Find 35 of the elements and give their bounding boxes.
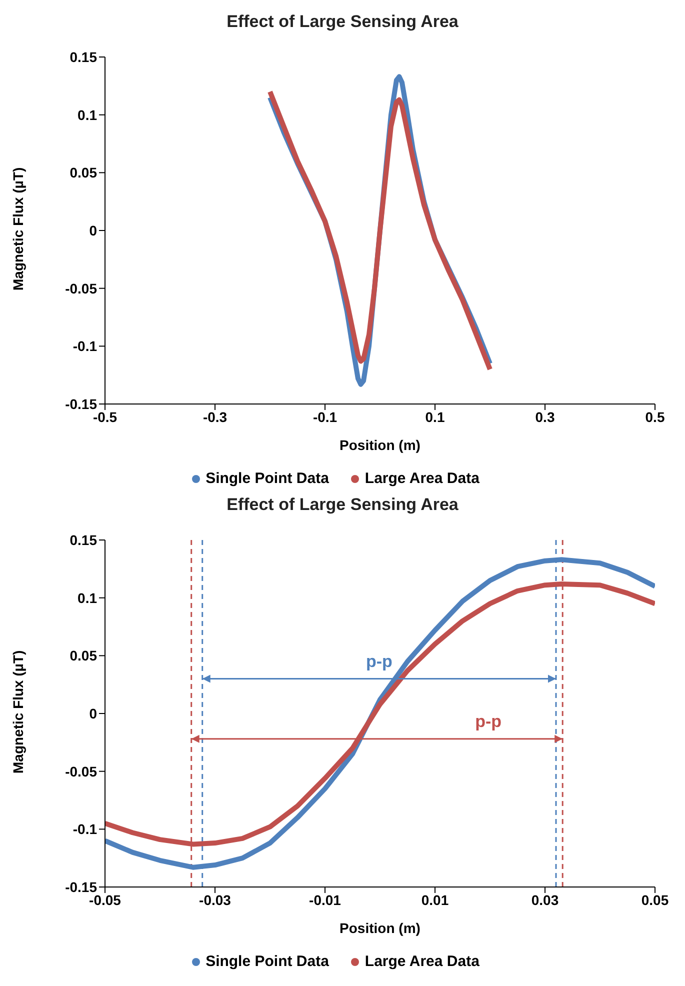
x-tick-label: -0.1 [312,408,338,425]
y-tick-label: -0.05 [65,763,98,780]
chart-title: Effect of Large Sensing Area [226,494,460,516]
x-tick-label: -0.01 [309,892,342,908]
x-tick-label: -0.03 [199,892,232,908]
y-axis-title: Magnetic Flux (µT) [10,167,26,290]
y-tick-label: 0.05 [70,164,98,181]
y-tick-label: 0.15 [70,48,98,65]
y-axis-title: Magnetic Flux (µT) [10,650,26,774]
annotation: p-p [366,652,392,671]
x-tick-label: 0.05 [641,892,669,908]
x-tick-label: 0.03 [531,892,559,908]
y-tick-label: -0.15 [65,878,98,895]
x-axis-title: Position (m) [340,437,420,453]
annotation: p-p [475,712,502,731]
legend-label: Large Area Data [364,953,480,970]
x-axis-title: Position (m) [340,920,420,936]
legend-label: Large Area Data [364,470,480,487]
chart-title: Effect of Large Sensing Area [226,11,460,33]
y-tick-label: 0 [89,705,98,722]
y-tick-label: -0.05 [65,280,98,296]
legend-label: Single Point Data [206,470,329,487]
x-tick-label: -0.3 [202,408,228,425]
y-tick-label: 0.15 [70,532,98,548]
y-tick-label: -0.1 [72,821,98,838]
y-tick-label: 0.05 [70,648,98,664]
x-tick-label: 0.3 [535,408,555,425]
legend-label: Single Point Data [206,953,329,970]
y-tick-label: 0.1 [78,106,98,123]
y-tick-label: 0.1 [78,590,98,606]
x-tick-label: 0.01 [421,892,449,908]
x-tick-label: 0.5 [645,408,665,425]
y-tick-label: 0 [89,222,98,238]
y-tick-label: -0.1 [72,338,98,354]
x-tick-label: 0.1 [425,408,445,425]
